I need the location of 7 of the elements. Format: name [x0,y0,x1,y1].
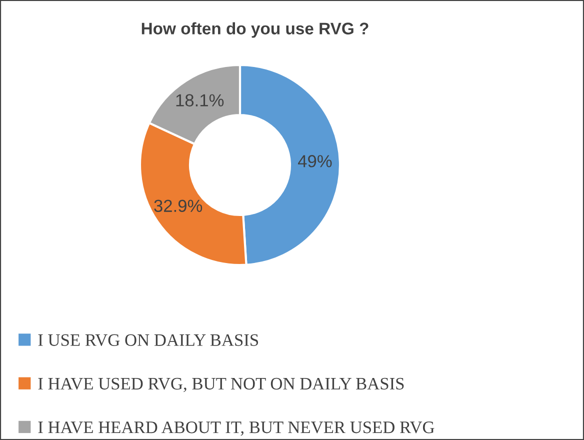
chart-title: How often do you use RVG ? [142,22,368,38]
legend-label: I USE RVG ON DAILY BASIS [38,334,258,346]
legend-label: I HAVE HEARD ABOUT IT, BUT NEVER USED RVG [38,422,434,436]
data-label: 32.9% [154,200,202,212]
legend-label: I HAVE USED RVG, BUT NOT ON DAILY BASIS [38,378,404,392]
data-label: 18.1% [176,94,224,106]
data-label: 49% [298,155,332,168]
